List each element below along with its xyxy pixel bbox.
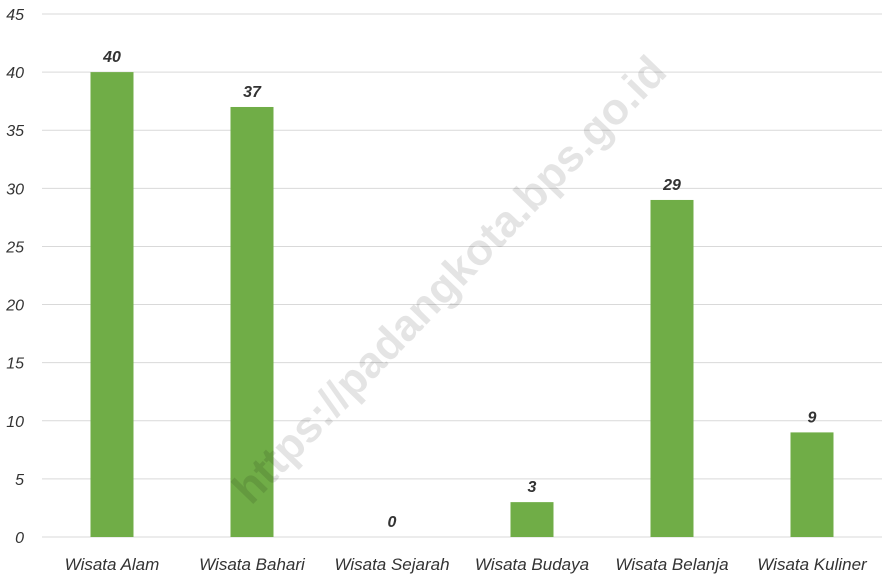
- bar-wisata-alam: [90, 72, 134, 537]
- y-tick-label: 5: [15, 472, 24, 489]
- y-tick-label: 35: [6, 123, 24, 140]
- gridlines: [42, 13, 882, 538]
- bar-wisata-bahari: [230, 106, 274, 537]
- x-category-label: Wisata Alam: [65, 555, 160, 574]
- y-tick-label: 20: [5, 298, 24, 315]
- y-tick-label: 25: [5, 239, 24, 256]
- y-tick-label: 30: [6, 181, 24, 198]
- x-axis-category-labels: Wisata Alam Wisata Bahari Wisata Sejarah Wi…: [65, 555, 868, 574]
- y-tick-label: 40: [6, 65, 24, 82]
- x-category-label: Wisata Sejarah: [334, 555, 449, 574]
- data-label: 40: [102, 49, 121, 66]
- bar-wisata-budaya: [510, 502, 554, 537]
- data-label: 0: [388, 514, 397, 531]
- y-tick-label: 45: [6, 7, 24, 24]
- data-label: 9: [808, 409, 817, 426]
- data-labels: 40 37 0 3 29 9: [102, 49, 816, 531]
- data-label: 37: [243, 84, 262, 101]
- bar-wisata-kuliner: [790, 432, 834, 537]
- y-tick-label: 0: [15, 530, 24, 547]
- data-label: 3: [528, 479, 537, 496]
- y-tick-label: 15: [6, 356, 24, 373]
- y-axis-tick-labels: 0 5 10 15 20 25 30 35 40 45: [5, 7, 24, 547]
- x-category-label: Wisata Bahari: [199, 555, 306, 574]
- x-category-label: Wisata Belanja: [615, 555, 728, 574]
- x-category-label: Wisata Budaya: [475, 555, 589, 574]
- data-label: 29: [662, 177, 681, 194]
- x-category-label: Wisata Kuliner: [757, 555, 868, 574]
- bar-wisata-belanja: [650, 199, 694, 537]
- bars: [90, 72, 834, 537]
- watermark-text: https://padangkota.bps.go.id: [223, 47, 676, 514]
- y-tick-label: 10: [6, 414, 24, 431]
